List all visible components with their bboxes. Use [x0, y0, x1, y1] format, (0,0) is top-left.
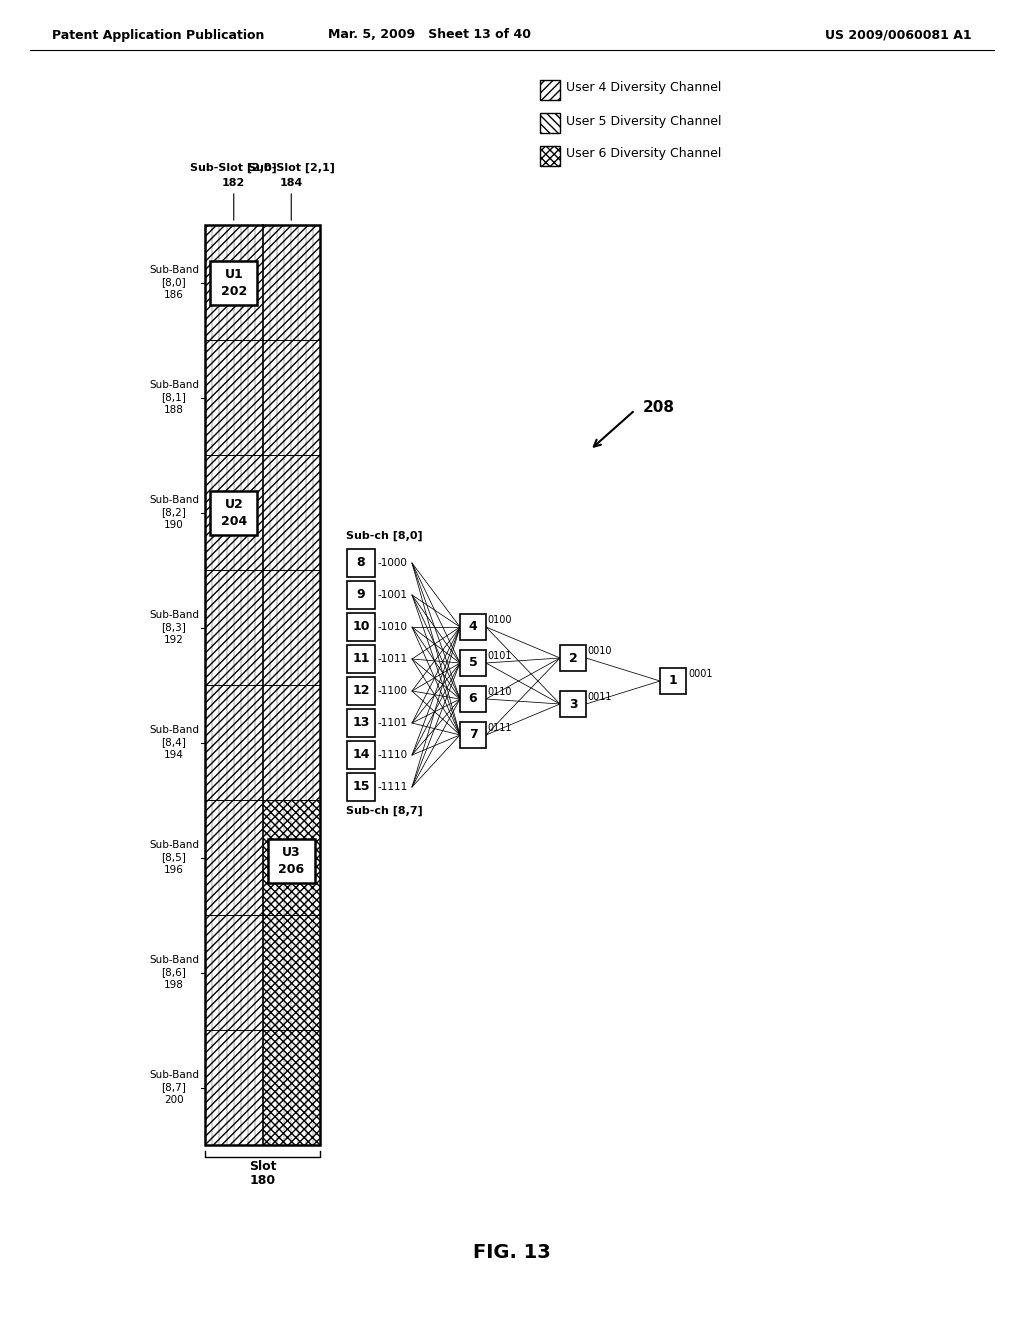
Text: U2: U2 [224, 498, 243, 511]
Bar [347, 774, 375, 801]
Bar [205, 1030, 262, 1144]
Bar [347, 645, 375, 673]
Bar [205, 224, 262, 341]
Bar [460, 686, 486, 711]
Text: -1111: -1111 [377, 781, 408, 792]
Text: 2: 2 [568, 652, 578, 664]
Text: -1100: -1100 [377, 686, 407, 696]
Text: User 4 Diversity Channel: User 4 Diversity Channel [566, 82, 721, 95]
Text: User 5 Diversity Channel: User 5 Diversity Channel [566, 115, 722, 128]
Bar [205, 455, 262, 570]
Bar [262, 685, 319, 800]
Text: 208: 208 [643, 400, 675, 414]
Text: Sub-Band
[8,4]
194: Sub-Band [8,4] 194 [150, 725, 199, 760]
Text: 15: 15 [352, 780, 370, 793]
Bar [262, 570, 319, 685]
Text: Sub-Band
[8,0]
186: Sub-Band [8,0] 186 [150, 265, 199, 300]
Text: U1: U1 [224, 268, 243, 281]
Bar [262, 915, 319, 1030]
Text: 11: 11 [352, 652, 370, 665]
Bar [347, 549, 375, 577]
Text: Patent Application Publication: Patent Application Publication [52, 29, 264, 41]
Bar [205, 570, 262, 685]
Bar [347, 709, 375, 737]
Text: Sub-Band
[8,3]
192: Sub-Band [8,3] 192 [150, 610, 199, 645]
Text: 202: 202 [220, 285, 247, 298]
Text: 9: 9 [356, 589, 366, 602]
Text: 0111: 0111 [487, 723, 512, 733]
Bar [205, 685, 262, 800]
Text: -1110: -1110 [377, 750, 408, 760]
Text: Sub-ch [8,7]: Sub-ch [8,7] [346, 807, 423, 816]
Text: -1011: -1011 [377, 653, 408, 664]
Text: 1: 1 [669, 675, 677, 688]
Bar [205, 915, 262, 1030]
Bar [540, 147, 560, 166]
Text: Sub-Band
[8,2]
190: Sub-Band [8,2] 190 [150, 495, 199, 529]
Text: 14: 14 [352, 748, 370, 762]
Text: Slot: Slot [249, 1160, 276, 1173]
Bar [262, 341, 319, 455]
Bar [262, 800, 319, 915]
Bar [210, 260, 257, 305]
Text: 13: 13 [352, 717, 370, 730]
Text: -1101: -1101 [377, 718, 408, 729]
Text: Sub-Band
[8,5]
196: Sub-Band [8,5] 196 [150, 840, 199, 875]
Bar [205, 800, 262, 915]
Text: 0110: 0110 [487, 686, 512, 697]
Bar [210, 491, 257, 535]
Bar [560, 645, 586, 671]
Text: 6: 6 [469, 693, 477, 705]
Text: U3: U3 [282, 846, 301, 859]
Text: 0101: 0101 [487, 651, 512, 661]
Text: Sub-ch [8,0]: Sub-ch [8,0] [346, 531, 423, 541]
Text: 10: 10 [352, 620, 370, 634]
Text: US 2009/0060081 A1: US 2009/0060081 A1 [825, 29, 972, 41]
Bar [540, 114, 560, 133]
Bar [540, 81, 560, 100]
Text: User 6 Diversity Channel: User 6 Diversity Channel [566, 148, 721, 161]
Text: 0001: 0001 [688, 669, 713, 678]
Bar [205, 341, 262, 455]
Bar [205, 224, 319, 1144]
Bar [262, 224, 319, 341]
Text: Sub-Band
[8,1]
188: Sub-Band [8,1] 188 [150, 380, 199, 414]
Text: 206: 206 [279, 863, 304, 876]
Text: 3: 3 [568, 697, 578, 710]
Bar [262, 1030, 319, 1144]
Text: 0100: 0100 [487, 615, 512, 624]
Bar [560, 690, 586, 717]
Text: Sub-Band
[8,7]
200: Sub-Band [8,7] 200 [150, 1071, 199, 1105]
Bar [262, 455, 319, 570]
Text: 4: 4 [469, 620, 477, 634]
Text: 12: 12 [352, 685, 370, 697]
Bar [347, 741, 375, 770]
Text: 8: 8 [356, 557, 366, 569]
Text: FIG. 13: FIG. 13 [473, 1242, 551, 1262]
Text: -1000: -1000 [377, 558, 407, 568]
Bar [347, 581, 375, 609]
Bar [347, 612, 375, 642]
Text: 204: 204 [220, 515, 247, 528]
Text: 0010: 0010 [587, 645, 611, 656]
Text: 5: 5 [469, 656, 477, 669]
Text: Mar. 5, 2009   Sheet 13 of 40: Mar. 5, 2009 Sheet 13 of 40 [329, 29, 531, 41]
Bar [460, 722, 486, 748]
Text: 184: 184 [280, 178, 303, 187]
Text: -1010: -1010 [377, 622, 407, 632]
Text: Sub-Slot [2,1]: Sub-Slot [2,1] [248, 162, 335, 173]
Text: Sub-Band
[8,6]
198: Sub-Band [8,6] 198 [150, 956, 199, 990]
Bar [267, 838, 314, 883]
Bar [347, 677, 375, 705]
Bar [460, 649, 486, 676]
Text: 182: 182 [222, 178, 246, 187]
Text: Sub-Slot [2,0]: Sub-Slot [2,0] [190, 162, 278, 173]
Text: 7: 7 [469, 729, 477, 742]
Text: 0011: 0011 [587, 692, 611, 702]
Bar [660, 668, 686, 694]
Text: 180: 180 [250, 1173, 275, 1187]
Bar [460, 614, 486, 640]
Text: -1001: -1001 [377, 590, 407, 601]
